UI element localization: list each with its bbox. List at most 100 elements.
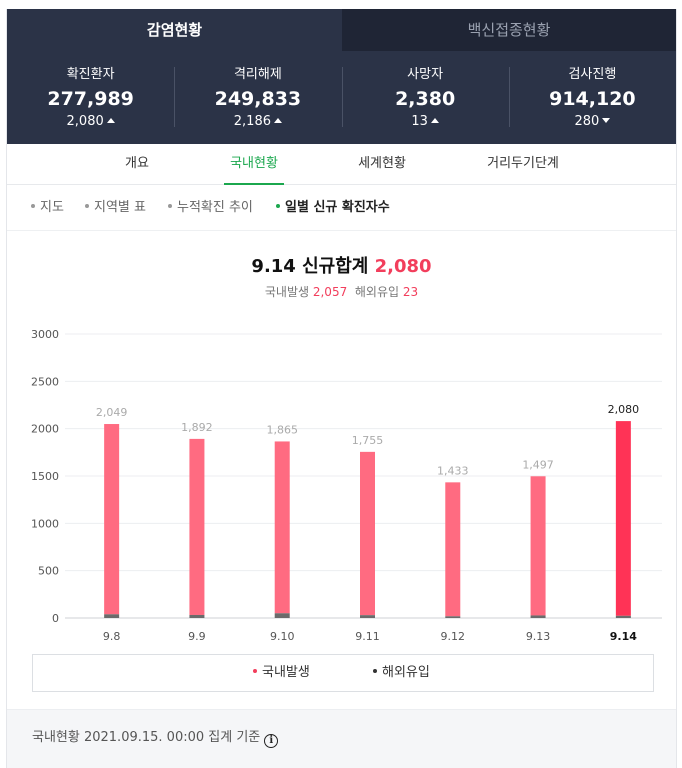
arrow-up-icon [106,118,115,123]
stat-value: 249,833 [214,88,302,110]
chart-headline: 9.14 신규합계 2,080 [7,255,676,279]
legend-label: 국내발생 [262,665,310,680]
stat-label: 검사진행 [568,67,617,82]
stat-label: 확진환자 [66,67,115,82]
tab-distancing-level[interactable]: 거리두기단계 [487,156,559,171]
x-tick-label: 9.13 [526,630,551,643]
bar-domestic [360,451,375,616]
arrow-up-icon [430,118,439,123]
bar-domestic [189,438,205,615]
bar-value-label: 2,049 [96,406,128,419]
stat-value: 2,380 [395,88,456,110]
bar-overseas [445,616,461,618]
corona-widget: 감염현황 백신접종현황 확진환자 277,989 2,080 격리해제 249,… [6,9,677,768]
tab-vaccination-status[interactable]: 백신접종현황 [342,9,676,51]
filter-label: 일별 신규 확진자수 [285,200,390,215]
bar-value-label: 1,865 [266,423,298,436]
stat-delta-value: 2,080 [66,114,104,129]
bar-overseas [615,615,631,618]
filter-cumulative-trend[interactable]: 누적확진 추이 [168,185,253,231]
bar-value-label: 2,080 [608,403,640,416]
filter-label: 지역별 표 [94,200,146,215]
bar-value-label: 1,433 [437,464,469,477]
y-tick-label: 1000 [31,517,59,530]
footer-text: 국내현황 2021.09.15. 00:00 집계 기준 [32,730,261,745]
tab-world[interactable]: 세계현황 [358,156,406,171]
bar-overseas [530,615,546,618]
stat-delta: 2,080 [7,113,174,131]
bar-domestic [274,441,290,614]
stat-delta-value: 2,186 [233,114,271,129]
bar-value-label: 1,497 [522,458,554,471]
stat-value: 277,989 [47,88,134,110]
headline-prefix: 9.14 신규합계 [251,256,369,277]
stat-value: 914,120 [549,88,636,110]
y-tick-label: 1500 [31,470,59,483]
bar-value-label: 1,755 [352,434,384,447]
domestic-value: 2,057 [312,285,348,299]
filter-map[interactable]: 지도 [31,185,64,231]
sub-tabs: 개요 국내현황 세계현황 거리두기단계 [7,144,676,185]
stat-delta-value: 13 [411,114,428,129]
domestic-label: 국내발생 [264,285,310,299]
overseas-value: 23 [402,285,419,299]
filter-label: 지도 [40,200,64,215]
overseas-label: 해외유입 [354,285,400,299]
arrow-down-icon [602,118,611,123]
daily-cases-chart: 0 500 1000 1500 2000 2500 3000 2,049 9.8 1,892 9.9… [7,309,676,644]
top-tabs: 감염현황 백신접종현황 [7,9,676,51]
bar-overseas [360,615,375,618]
bar-overseas [274,613,290,618]
view-filters: 지도 지역별 표 누적확진 추이 일별 신규 확진자수 [7,185,676,231]
filter-region-table[interactable]: 지역별 표 [85,185,146,231]
bar-overseas [104,614,120,618]
status-panel: 감염현황 백신접종현황 확진환자 277,989 2,080 격리해제 249,… [7,9,676,144]
x-tick-label: 9.11 [355,630,380,643]
y-tick-label: 2500 [31,375,59,388]
legend-dot-icon [253,669,257,673]
chart-legend: 국내발생 해외유입 [32,654,654,692]
footer-note: 국내현황 2021.09.15. 00:00 집계 기준 i [32,729,279,748]
tab-domestic[interactable]: 국내현황 [224,144,284,185]
y-tick-label: 0 [52,612,59,625]
stat-testing: 검사진행 914,120 280 [508,51,676,144]
legend-overseas[interactable]: 해외유입 [373,655,430,691]
legend-dot-icon [373,669,377,673]
filter-label: 누적확진 추이 [177,200,253,215]
legend-domestic[interactable]: 국내발생 [253,655,310,691]
legend-label: 해외유입 [382,665,430,680]
info-icon[interactable]: i [264,734,279,748]
bullet-icon [85,204,89,208]
stat-label: 사망자 [407,67,444,82]
bar-domestic [615,421,631,616]
arrow-up-icon [273,118,282,123]
y-tick-label: 3000 [31,328,59,341]
chart-subline: 국내발생 2,057 해외유입 23 [7,284,676,300]
footer: 국내현황 2021.09.15. 00:00 집계 기준 i [7,709,676,768]
filter-daily-new-cases[interactable]: 일별 신규 확진자수 [276,185,390,231]
stat-released: 격리해제 249,833 2,186 [174,51,341,144]
y-tick-label: 2000 [31,423,59,436]
headline-total: 2,080 [374,256,432,277]
stat-confirmed: 확진환자 277,989 2,080 [7,51,174,144]
tab-infection-status[interactable]: 감염현황 [7,9,342,51]
x-tick-label: 9.8 [103,630,121,643]
bullet-icon [276,204,280,208]
stat-delta: 2,186 [174,113,341,131]
tab-overview[interactable]: 개요 [125,156,149,171]
stats-row: 확진환자 277,989 2,080 격리해제 249,833 2,186 사망… [7,51,676,144]
x-tick-label: 9.10 [270,630,295,643]
bar-domestic [104,424,120,615]
stat-delta: 13 [342,113,509,131]
bar-domestic [530,476,546,616]
stat-delta-value: 280 [574,114,600,129]
bar-domestic [445,482,461,617]
chart-svg: 0 500 1000 1500 2000 2500 3000 2,049 9.8 1,892 9.9… [31,328,662,643]
stat-label: 격리해제 [233,67,282,82]
stat-deaths: 사망자 2,380 13 [341,51,509,144]
stat-delta: 280 [509,113,676,131]
bullet-icon [168,204,172,208]
y-tick-label: 500 [38,565,59,578]
bar-overseas [189,614,205,618]
bar-value-label: 1,892 [181,421,213,434]
